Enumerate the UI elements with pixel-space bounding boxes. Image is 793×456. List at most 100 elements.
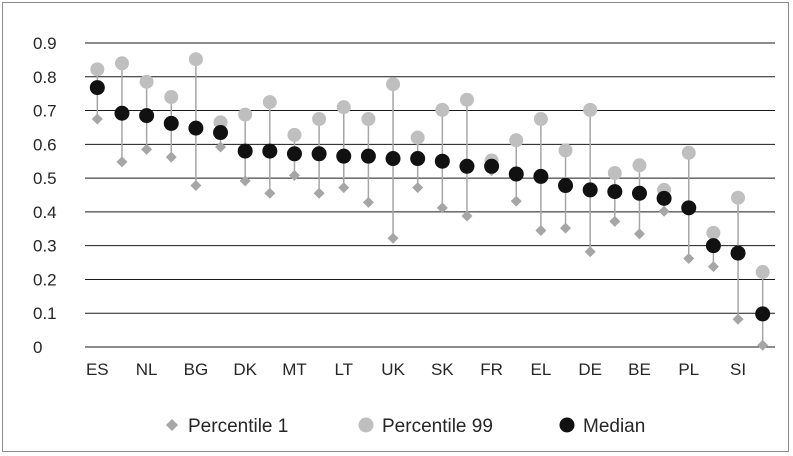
legend-item-median-marker (559, 417, 575, 433)
percentile-99-point (164, 90, 179, 105)
median-point (656, 190, 672, 206)
legend-item-percentile-1-marker (166, 419, 178, 431)
median-point (114, 105, 130, 121)
percentile-99-point (459, 92, 474, 107)
percentile-99-point (410, 130, 425, 145)
percentile-1-point (609, 215, 621, 227)
x-tick-label: DK (233, 360, 257, 379)
median-point (385, 151, 401, 167)
median-point (730, 245, 746, 261)
median-point (705, 238, 721, 254)
percentile-99-point (386, 77, 401, 92)
data-marks (89, 52, 771, 351)
x-tick-label: FR (480, 360, 503, 379)
legend-item-percentile-99-marker (358, 417, 374, 433)
x-tick-label: UK (381, 360, 405, 379)
percentile-99-point (706, 225, 721, 240)
median-point (237, 143, 253, 159)
legend-item-median-label: Median (583, 416, 645, 437)
percentile-1-point (757, 339, 769, 351)
y-tick-label: 0.7 (33, 102, 57, 121)
median-point (163, 115, 179, 131)
percentile-99-point (681, 145, 696, 160)
percentile-1-point (362, 196, 374, 208)
x-tick-label: BE (628, 360, 651, 379)
percentile-1-point (535, 224, 547, 236)
percentile-99-point (262, 95, 277, 110)
x-tick-label: SK (431, 360, 454, 379)
median-point (410, 151, 426, 167)
legend-item-percentile-99-label: Percentile 99 (382, 416, 493, 437)
x-tick-label: MT (282, 360, 307, 379)
percentile-1-point (264, 187, 276, 199)
percentile-1-point (412, 182, 424, 194)
percentile-99-point (213, 115, 228, 130)
percentile-99-point (114, 56, 129, 71)
percentile-1-point (190, 180, 202, 192)
percentile-1-point (633, 228, 645, 240)
percentile-99-point (755, 265, 770, 280)
percentile-99-point (361, 112, 376, 126)
percentile-99-point (188, 52, 203, 67)
percentile-99-point (583, 102, 598, 117)
median-point (188, 120, 204, 136)
percentile-1-point (732, 313, 744, 325)
percentile-1-point (239, 175, 251, 187)
gridlines (85, 42, 775, 348)
y-tick-label: 0.5 (33, 169, 57, 188)
legend: Percentile 1 Percentile 99 Median (166, 416, 645, 437)
percentile-99-point (238, 107, 253, 122)
median-point (89, 80, 105, 96)
percentile-1-point (141, 143, 153, 155)
percentile-1-point (215, 141, 227, 153)
percentile-1-point (91, 113, 103, 125)
median-point (508, 166, 524, 182)
percentile-99-point (731, 190, 746, 205)
median-point (336, 148, 352, 164)
percentile-1-point (707, 261, 719, 273)
percentile-99-point (435, 102, 450, 117)
percentile-99-point (139, 74, 154, 89)
median-point (213, 125, 229, 141)
y-tick-label: 0.6 (33, 135, 57, 154)
median-point (360, 148, 376, 164)
median-point (262, 143, 278, 159)
median-point (286, 146, 302, 162)
percentile-1-point (683, 253, 695, 265)
median-point (311, 146, 327, 162)
y-tick-label: 0.9 (33, 34, 57, 53)
percentile-1-point (313, 187, 325, 199)
median-point (459, 158, 475, 174)
percentile-99-point (509, 133, 524, 148)
percentile-1-point (288, 169, 300, 181)
percentile-1-point (560, 222, 572, 234)
x-tick-label: BG (184, 360, 209, 379)
x-tick-label: DE (578, 360, 602, 379)
median-point (434, 153, 450, 169)
percentile-99-point (533, 112, 548, 126)
percentile-1-point (461, 210, 473, 222)
median-point (755, 306, 771, 322)
x-tick-label: PL (678, 360, 699, 379)
median-point (484, 158, 500, 174)
x-tick-label: LT (334, 360, 353, 379)
y-tick-label: 0.1 (33, 304, 57, 323)
y-tick-label: 0.3 (33, 237, 57, 256)
median-point (139, 108, 155, 124)
percentile-99-point (336, 100, 351, 115)
percentile-99-point (287, 127, 302, 142)
percentile-99-point (90, 62, 105, 77)
percentile-1-point (165, 151, 177, 163)
y-axis: 0 0.1 0.2 0.3 0.4 0.5 0.6 0.7 0.8 0.9 (33, 34, 57, 357)
percentile-1-point (436, 202, 448, 214)
median-point (582, 182, 598, 198)
percentile-1-point (584, 246, 596, 258)
y-tick-label: 0.8 (33, 68, 57, 87)
percentile-99-point (632, 158, 647, 173)
percentile-1-point (387, 232, 399, 244)
percentile-1-point (116, 156, 128, 168)
x-tick-label: NL (136, 360, 158, 379)
x-axis: ES NL BG DK MT LT UK SK FR EL DE BE PL SI (86, 360, 746, 379)
x-tick-label: ES (86, 360, 109, 379)
